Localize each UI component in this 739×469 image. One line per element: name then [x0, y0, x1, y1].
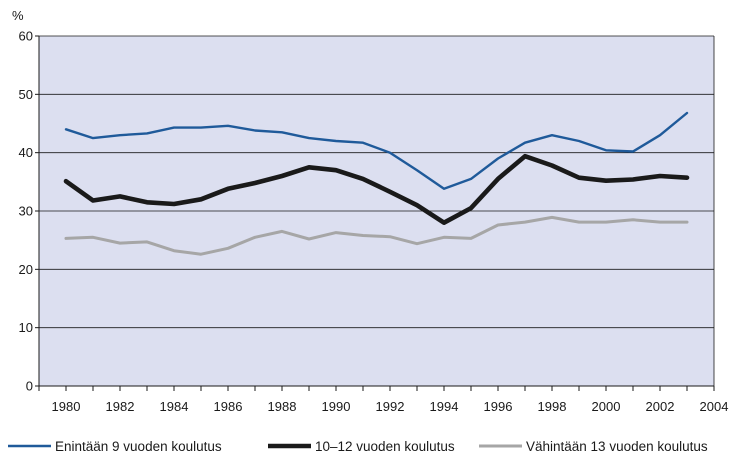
y-axis-ticks: 0 10 20 30 40 50 60: [19, 29, 39, 394]
legend-label-3: Vähintään 13 vuoden koulutus: [526, 439, 708, 454]
series-lines: [63, 111, 690, 256]
series-line-2: [63, 153, 690, 225]
y-tick-label: 30: [19, 204, 33, 219]
x-tick-label: 1994: [430, 399, 459, 414]
x-tick-label: 2002: [646, 399, 675, 414]
x-tick-label: 1986: [214, 399, 243, 414]
gridlines: [39, 35, 715, 386]
x-tick-label: 2004: [700, 399, 729, 414]
y-tick-label: 0: [26, 379, 33, 394]
y-tick-label: 20: [19, 262, 33, 277]
series-line-1: [64, 111, 689, 191]
x-tick-label: 1992: [376, 399, 405, 414]
y-tick-label: 40: [19, 145, 33, 160]
x-tick-label: 1982: [106, 399, 135, 414]
x-tick-label: 1998: [538, 399, 567, 414]
x-axis-ticks: 1980 1982 1984 1986 1988 1990 1992 1994 1996 1998…: [38, 386, 729, 414]
x-tick-label: 1988: [268, 399, 297, 414]
x-tick-label: 1990: [322, 399, 351, 414]
legend: Enintään 9 vuoden koulutus 10–12 vuoden k…: [8, 439, 708, 454]
x-tick-label: 2000: [592, 399, 621, 414]
x-tick-label: 1996: [484, 399, 513, 414]
x-tick-label: 1984: [160, 399, 189, 414]
legend-label-1: Enintään 9 vuoden koulutus: [55, 439, 222, 454]
y-axis-unit-label: %: [12, 8, 24, 23]
y-tick-label: 50: [19, 87, 33, 102]
series-line-3: [64, 215, 689, 256]
legend-label-2: 10–12 vuoden koulutus: [315, 439, 455, 454]
x-tick-label: 1980: [52, 399, 81, 414]
y-tick-label: 10: [19, 320, 33, 335]
y-tick-label: 60: [19, 29, 33, 44]
